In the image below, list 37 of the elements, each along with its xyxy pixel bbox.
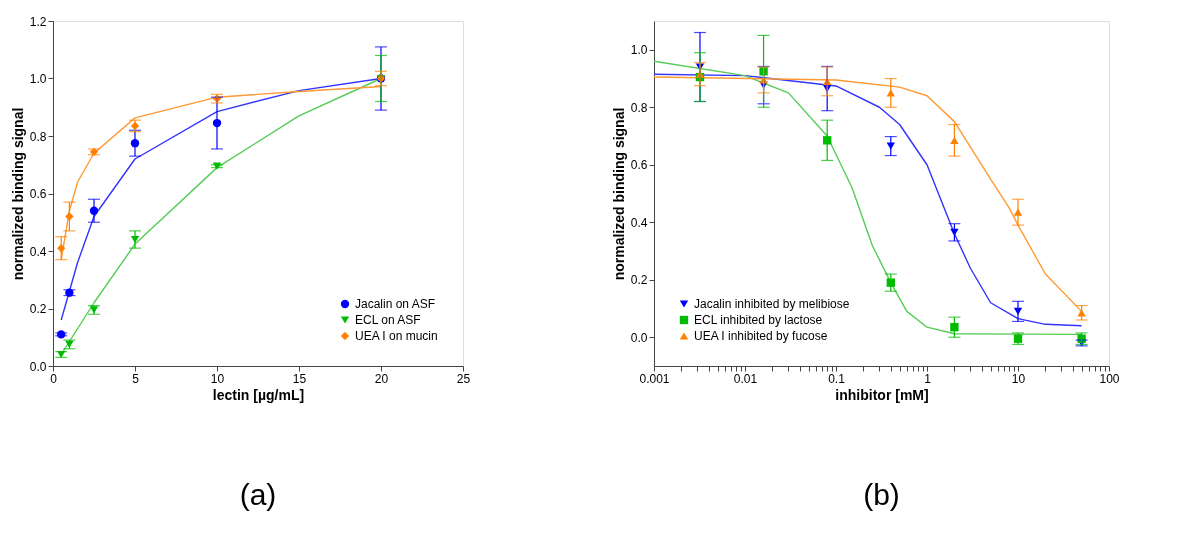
y-tick-label: 1.2 <box>29 14 47 29</box>
legend-label: UEA I inhibited by fucose <box>694 329 828 343</box>
x-tick-label: 10 <box>1011 371 1026 386</box>
y-tick-label: 0.8 <box>29 129 47 144</box>
text: (a) <box>239 478 277 511</box>
x-tick-label: 25 <box>456 371 471 386</box>
legend-label: Jacalin inhibited by melibiose <box>694 297 850 311</box>
legend-label: UEA I on mucin <box>355 329 438 343</box>
y-tick-label: 0.6 <box>630 158 648 173</box>
y-tick-label: 1.0 <box>630 43 648 58</box>
x-tick-label: 15 <box>292 371 307 386</box>
x-tick-label: 0.001 <box>639 371 670 386</box>
y-tick-label: 0.2 <box>630 273 648 288</box>
x-tick-label: 0.01 <box>733 371 758 386</box>
y-tick-label: 0.2 <box>29 302 47 316</box>
x-axis-title: lectin [µg/mL] <box>212 386 305 403</box>
text: (b) <box>863 478 900 511</box>
x-tick-label: 100 <box>1099 371 1120 386</box>
y-tick-label: 0.0 <box>630 330 648 345</box>
x-tick-label: 0 <box>50 371 58 386</box>
y-tick-label: 0.4 <box>630 215 648 230</box>
y-tick-label: 0.6 <box>29 187 47 201</box>
y-tick-label: 0.8 <box>630 100 648 115</box>
x-axis-title: inhibitor [mM] <box>835 386 929 403</box>
legend-label: ECL inhibited by lactose <box>694 313 823 327</box>
y-axis-title: normalized binding signal <box>9 107 26 281</box>
y-axis-title: normalized binding signal <box>610 107 627 281</box>
y-tick-label: 0.4 <box>29 244 47 259</box>
x-tick-label: 5 <box>132 371 140 386</box>
x-tick-label: 1 <box>924 371 932 386</box>
y-tick-label: 1.0 <box>29 72 47 86</box>
y-tick-label: 0.0 <box>29 359 47 374</box>
legend-label: ECL on ASF <box>355 313 421 327</box>
x-tick-label: 0.1 <box>828 371 846 386</box>
legend-label: Jacalin on ASF <box>355 297 436 311</box>
x-tick-label: 20 <box>374 371 389 386</box>
x-tick-label: 10 <box>210 371 225 386</box>
